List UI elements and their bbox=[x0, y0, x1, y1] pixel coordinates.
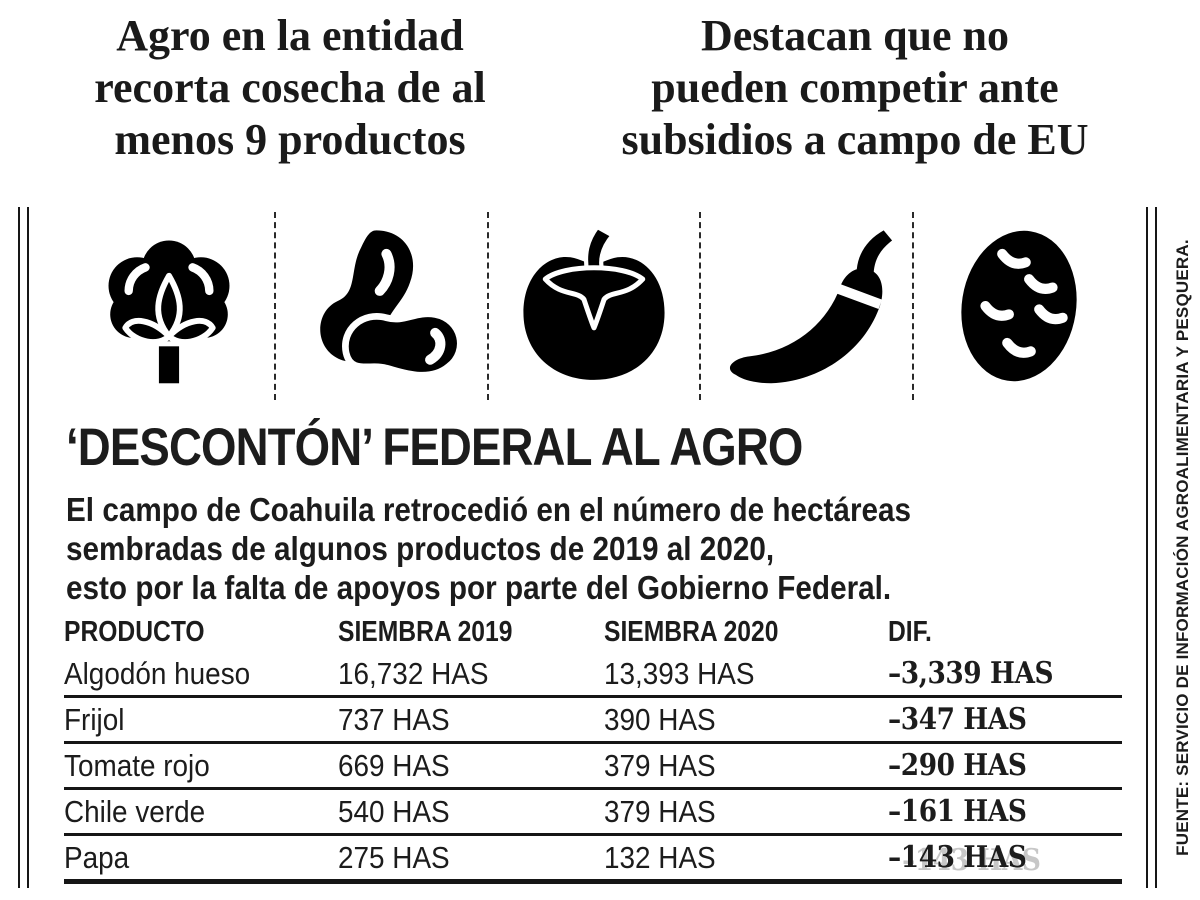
siembra-2020-cell: 390 HAS bbox=[604, 701, 716, 737]
headline-right-line: pueden competir ante bbox=[651, 63, 1059, 112]
table-row: Algodón hueso 16,732 HAS 13,393 HAS –3,3… bbox=[64, 652, 1122, 698]
icon-cell-potato bbox=[914, 212, 1124, 400]
product-name-cell: Tomate rojo bbox=[64, 747, 210, 783]
beans-icon bbox=[320, 230, 464, 379]
siembra-2019-cell: 669 HAS bbox=[338, 747, 450, 783]
dif-cell: –161 HAS bbox=[888, 794, 1027, 829]
siembra-2019-cell: 275 HAS bbox=[338, 839, 450, 875]
headline-left-line: recorta cosecha de al bbox=[94, 63, 486, 112]
chili-pepper-icon bbox=[729, 230, 893, 384]
table-header-row: PRODUCTO SIEMBRA 2019 SIEMBRA 2020 DIF. bbox=[64, 612, 1122, 652]
headline-left-line: Agro en la entidad bbox=[116, 11, 464, 60]
headline-left-line: menos 9 productos bbox=[114, 115, 466, 164]
table-row: Frijol 737 HAS 390 HAS –347 HAS bbox=[64, 698, 1122, 744]
infographic-title: ‘DESCONTÓN’ FEDERAL AL AGRO bbox=[66, 420, 922, 476]
product-name-cell: Algodón hueso bbox=[64, 655, 251, 691]
icon-cell-tomato bbox=[489, 212, 702, 400]
column-header-dif: DIF. bbox=[888, 615, 932, 648]
column-header-siembra-2019: SIEMBRA 2019 bbox=[338, 615, 513, 648]
subtitle-line: El campo de Coahuila retrocedió en el nú… bbox=[66, 491, 912, 528]
siembra-2019-cell: 16,732 HAS bbox=[338, 655, 489, 691]
left-double-border-line bbox=[27, 207, 29, 888]
headline-right-line: Destacan que no bbox=[700, 11, 1010, 60]
siembra-2020-cell: 379 HAS bbox=[604, 793, 716, 829]
products-table: PRODUCTO SIEMBRA 2019 SIEMBRA 2020 DIF. … bbox=[64, 612, 1122, 884]
source-credit: FUENTE: SERVICIO DE INFORMACIÓN AGROALIM… bbox=[1173, 239, 1192, 856]
siembra-2019-cell: 540 HAS bbox=[338, 793, 450, 829]
table-row: Chile verde 540 HAS 379 HAS –161 HAS bbox=[64, 790, 1122, 836]
siembra-2020-cell: 13,393 HAS bbox=[604, 655, 755, 691]
left-double-border-line bbox=[18, 207, 20, 888]
infographic-subtitle: El campo de Coahuila retrocedió en el nú… bbox=[66, 490, 1005, 607]
column-header-producto: PRODUCTO bbox=[64, 615, 205, 648]
table-row: Tomate rojo 669 HAS 379 HAS –290 HAS bbox=[64, 744, 1122, 790]
subtitle-line: sembradas de algunos productos de 2019 a… bbox=[66, 530, 775, 567]
right-double-border-line bbox=[1146, 207, 1148, 888]
infographic-title-text: ‘DESCONTÓN’ FEDERAL AL AGRO bbox=[66, 418, 803, 477]
icon-cell-beans bbox=[276, 212, 489, 400]
column-header-siembra-2020: SIEMBRA 2020 bbox=[604, 615, 779, 648]
dif-cell: –143 HAS bbox=[888, 840, 1027, 875]
subtitle-line: esto por la falta de apoyos por parte de… bbox=[66, 569, 892, 606]
icon-cell-cotton bbox=[64, 212, 277, 400]
headline-left: Agro en la entidad recorta cosecha de al… bbox=[0, 6, 580, 166]
icon-cell-chili bbox=[701, 212, 914, 400]
dif-cell: –290 HAS bbox=[888, 748, 1027, 783]
crop-icons-row bbox=[64, 212, 1124, 400]
dif-cell: –3,339 HAS bbox=[888, 656, 1054, 691]
siembra-2020-cell: 132 HAS bbox=[604, 839, 716, 875]
cotton-icon bbox=[108, 240, 230, 384]
siembra-2020-cell: 379 HAS bbox=[604, 747, 716, 783]
product-name-cell: Papa bbox=[64, 839, 130, 875]
headline-right: Destacan que no pueden competir ante sub… bbox=[580, 6, 1200, 166]
headlines-row: Agro en la entidad recorta cosecha de al… bbox=[0, 6, 1200, 166]
dif-cell: –347 HAS bbox=[888, 702, 1027, 737]
product-name-cell: Frijol bbox=[64, 701, 125, 737]
product-name-cell: Chile verde bbox=[64, 793, 206, 829]
tomato-icon bbox=[523, 224, 665, 380]
potato-icon bbox=[961, 230, 1077, 382]
headline-right-line: subsidios a campo de EU bbox=[621, 115, 1089, 164]
right-double-border-line bbox=[1155, 207, 1157, 888]
table-row: Papa 275 HAS 132 HAS –143 HAS bbox=[64, 836, 1122, 884]
siembra-2019-cell: 737 HAS bbox=[338, 701, 450, 737]
